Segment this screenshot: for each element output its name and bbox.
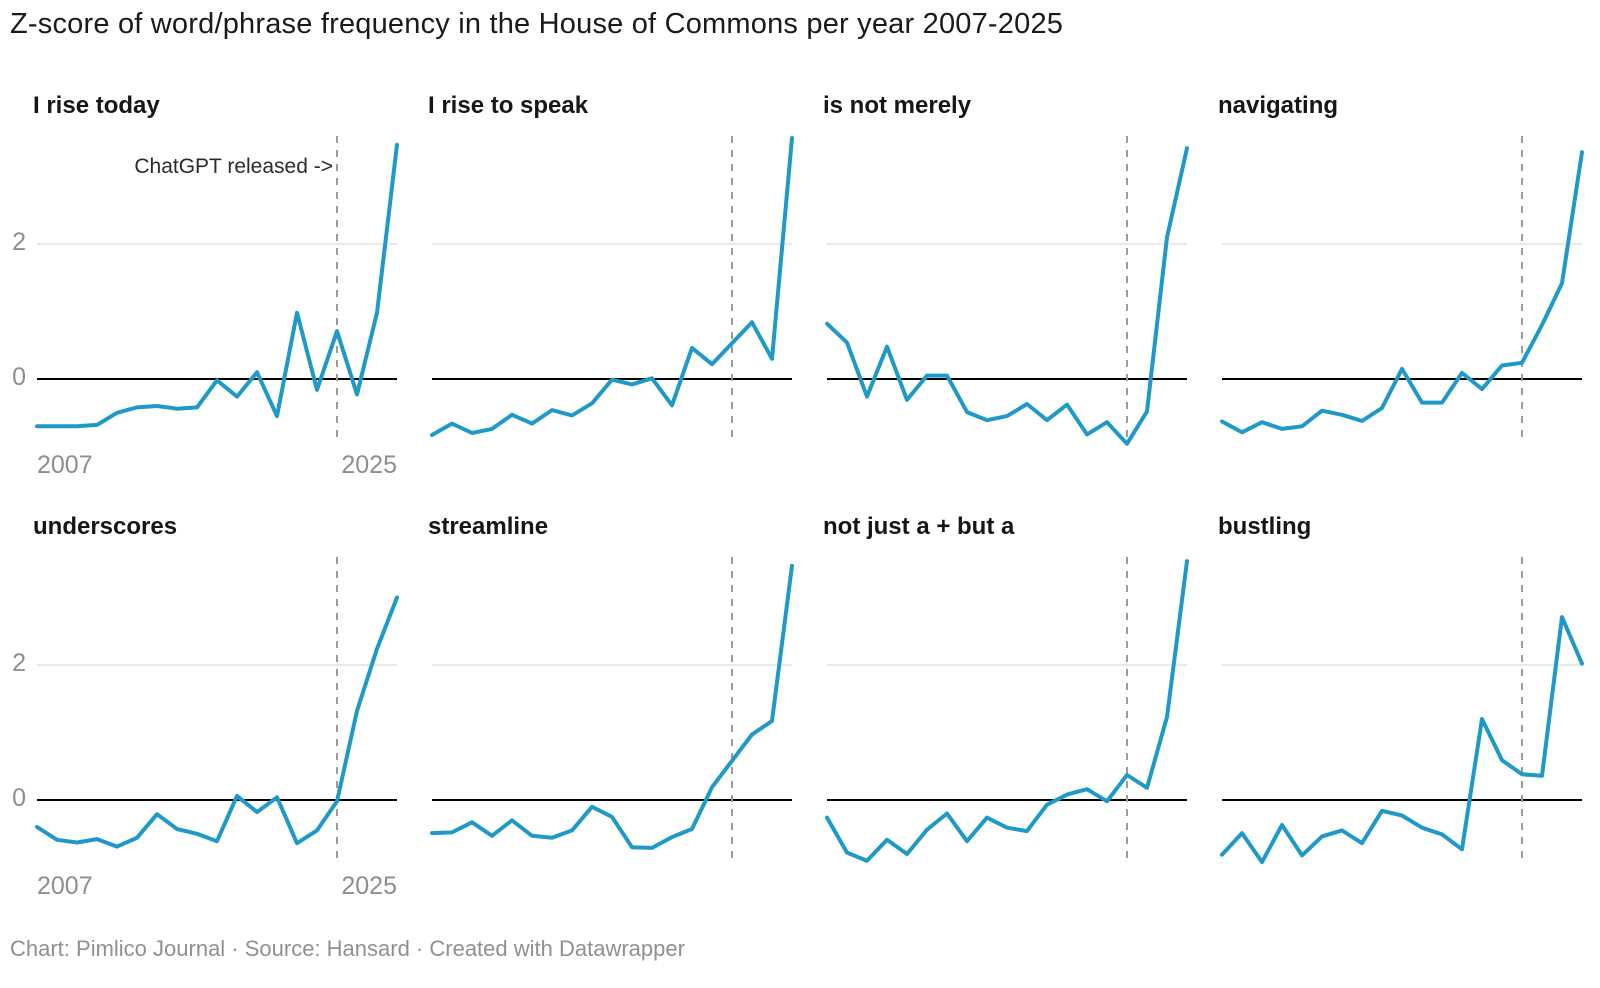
panel-row-bottom: underscores 2007 2025 streamline not jus… (33, 509, 1584, 900)
chart-panel: streamline (428, 509, 794, 900)
line-chart-svg (35, 557, 399, 864)
x-axis-labels: 2007 2025 (37, 872, 397, 900)
chart-panel: I rise to speak (428, 88, 794, 479)
chart-panel: underscores 2007 2025 (33, 509, 399, 900)
line-chart-svg (430, 557, 794, 864)
line-chart-svg (825, 136, 1189, 446)
line-chart-svg (35, 136, 399, 443)
panel-title: is not merely (823, 92, 972, 119)
x-axis-labels: 2007 2025 (37, 451, 397, 479)
x-axis-tick-label: 2025 (341, 451, 397, 479)
chart-panel: bustling (1218, 509, 1584, 900)
x-axis-tick-label: 2025 (341, 872, 397, 900)
panel-row-top: I rise today 2007 2025 I rise to speak i… (33, 88, 1584, 479)
attribution-footer: Chart: Pimlico Journal · Source: Hansard… (10, 936, 685, 961)
panel-title: not just a + but a (823, 513, 1015, 540)
panel-title: I rise today (33, 92, 160, 119)
chatgpt-released-annotation: ChatGPT released -> (134, 155, 333, 178)
panel-title: underscores (33, 513, 178, 540)
line-chart-svg (825, 557, 1189, 864)
y-axis-tick-label: 0 (12, 363, 26, 391)
y-axis-tick-label: 2 (12, 228, 26, 256)
x-axis-tick-label: 2007 (37, 872, 93, 900)
chart-panel: navigating (1218, 88, 1584, 479)
panel-title: I rise to speak (428, 92, 589, 119)
x-axis-tick-label: 2007 (37, 451, 93, 479)
panel-title: navigating (1218, 92, 1339, 119)
chart-title: Z-score of word/phrase frequency in the … (10, 8, 1064, 40)
y-axis-tick-label: 0 (12, 784, 26, 812)
chart-panel: I rise today 2007 2025 (33, 88, 399, 479)
chart-panel: is not merely (823, 88, 1189, 479)
y-axis-tick-label: 2 (12, 649, 26, 677)
panel-title: bustling (1218, 513, 1312, 540)
chart-panel: not just a + but a (823, 509, 1189, 900)
line-chart-svg (430, 136, 794, 443)
panel-title: streamline (428, 513, 549, 540)
line-chart-svg (1220, 136, 1584, 443)
line-chart-svg (1220, 557, 1584, 865)
